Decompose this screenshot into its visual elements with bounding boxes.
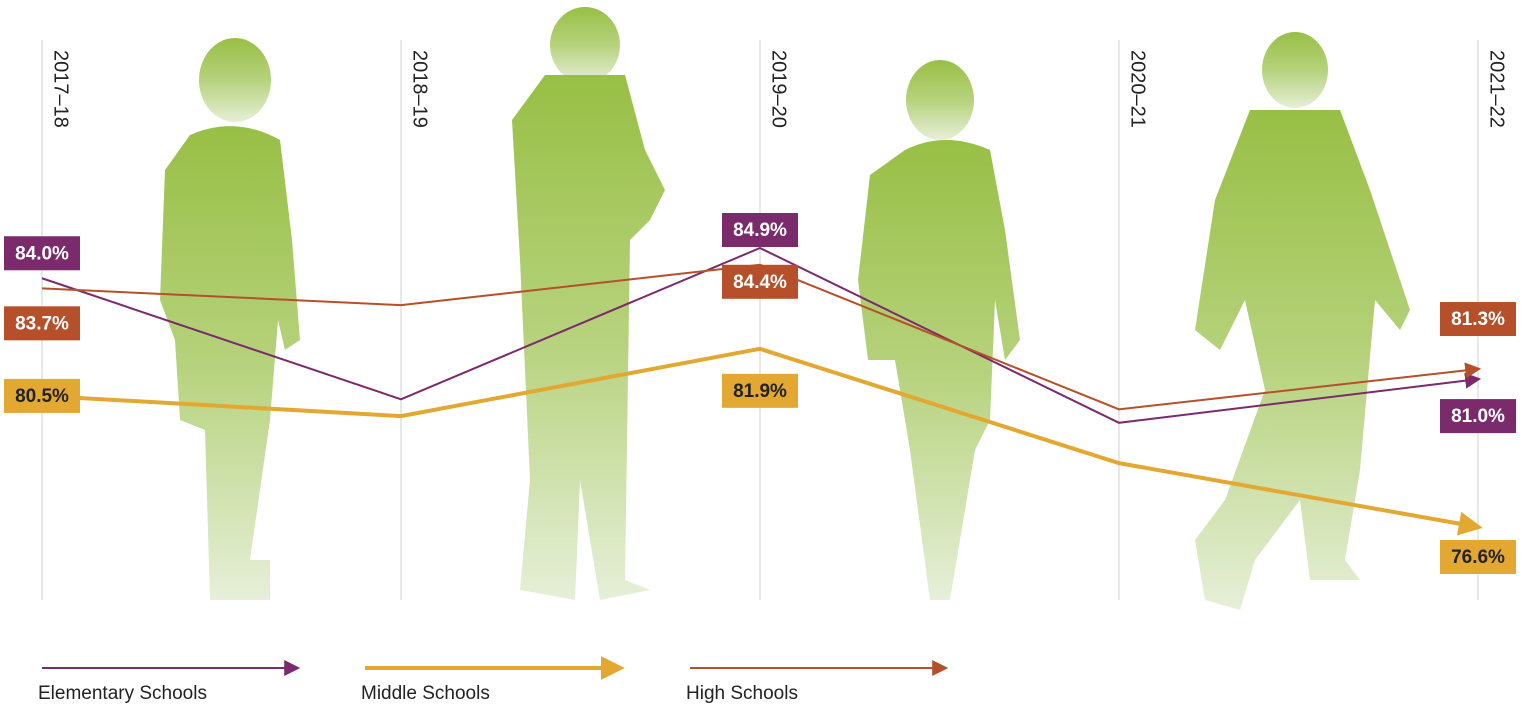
x-tick-label: 2017–18 [50,50,72,128]
value-label: 84.4% [733,272,787,293]
value-label-box [1440,399,1516,434]
value-label-box [722,264,798,299]
legend-label: High Schools [686,683,798,704]
value-label: 84.0% [15,243,69,264]
value-label-box [1440,540,1516,574]
value-label-box [1440,302,1516,337]
value-label: 81.3% [1451,309,1505,330]
x-tick-label: 2019–20 [768,50,790,128]
legend-label: Middle Schools [361,683,490,704]
value-label: 81.9% [733,381,787,402]
x-tick-label: 2018–19 [409,50,431,128]
silhouette [1195,32,1410,610]
value-label-box [4,236,80,271]
value-label-box [4,378,80,413]
silhouette [858,60,1020,600]
series-line [41,246,1482,424]
value-label-box [722,373,798,408]
x-tick-label: 2021–22 [1486,50,1508,128]
value-label: 80.5% [15,386,69,407]
x-tick-label: 2020–21 [1127,50,1149,128]
silhouette [160,38,300,600]
series-line [41,346,1483,536]
value-label: 81.0% [1451,406,1505,427]
silhouette [512,7,665,600]
value-label: 84.9% [733,220,787,241]
legend-label: Elementary Schools [38,683,207,704]
value-label: 76.6% [1451,547,1505,568]
value-label: 83.7% [15,313,69,334]
value-label-box [722,213,798,247]
value-label-box [4,306,80,341]
